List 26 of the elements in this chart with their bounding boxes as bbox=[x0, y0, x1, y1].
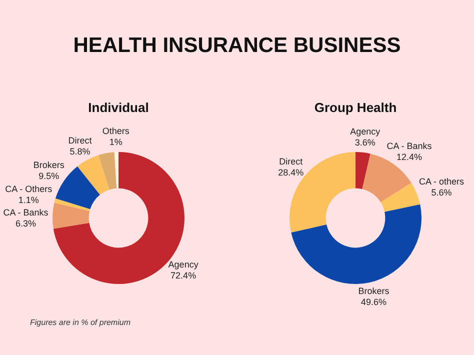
slice-label: Agency bbox=[350, 126, 381, 137]
slice-label: Agency bbox=[168, 259, 199, 270]
data-label: 6.3% bbox=[15, 218, 36, 228]
data-label: 12.4% bbox=[396, 152, 422, 162]
slice-label: CA - Banks bbox=[3, 207, 49, 218]
slice-label: CA - Others bbox=[5, 184, 53, 194]
data-label: 28.4% bbox=[278, 167, 304, 178]
chart-subtitle: Group Health bbox=[313, 100, 398, 117]
slice-label: Direct bbox=[68, 136, 92, 146]
text: Figures are in % of premium bbox=[30, 318, 130, 327]
slice-label: Brokers bbox=[358, 286, 390, 296]
slice-label: Brokers bbox=[33, 160, 65, 170]
data-label: 72.4% bbox=[170, 270, 196, 280]
chart-subtitle: Individual bbox=[87, 100, 150, 117]
data-label: 5.8% bbox=[70, 146, 90, 157]
data-label: 1.1% bbox=[18, 195, 39, 206]
slice-label: Direct bbox=[279, 156, 304, 166]
data-label: 49.6% bbox=[360, 297, 386, 308]
data-label: 1% bbox=[109, 137, 122, 148]
slice-label: CA - Banks bbox=[386, 140, 432, 151]
data-label: 3.6% bbox=[354, 138, 376, 148]
slice-label: CA - others bbox=[418, 176, 464, 187]
chart-title: HEALTH INSURANCE BUSINESS bbox=[72, 34, 402, 58]
slice-label: Others bbox=[102, 126, 130, 136]
data-label: 5.6% bbox=[431, 188, 452, 198]
data-label: 9.5% bbox=[38, 170, 60, 181]
